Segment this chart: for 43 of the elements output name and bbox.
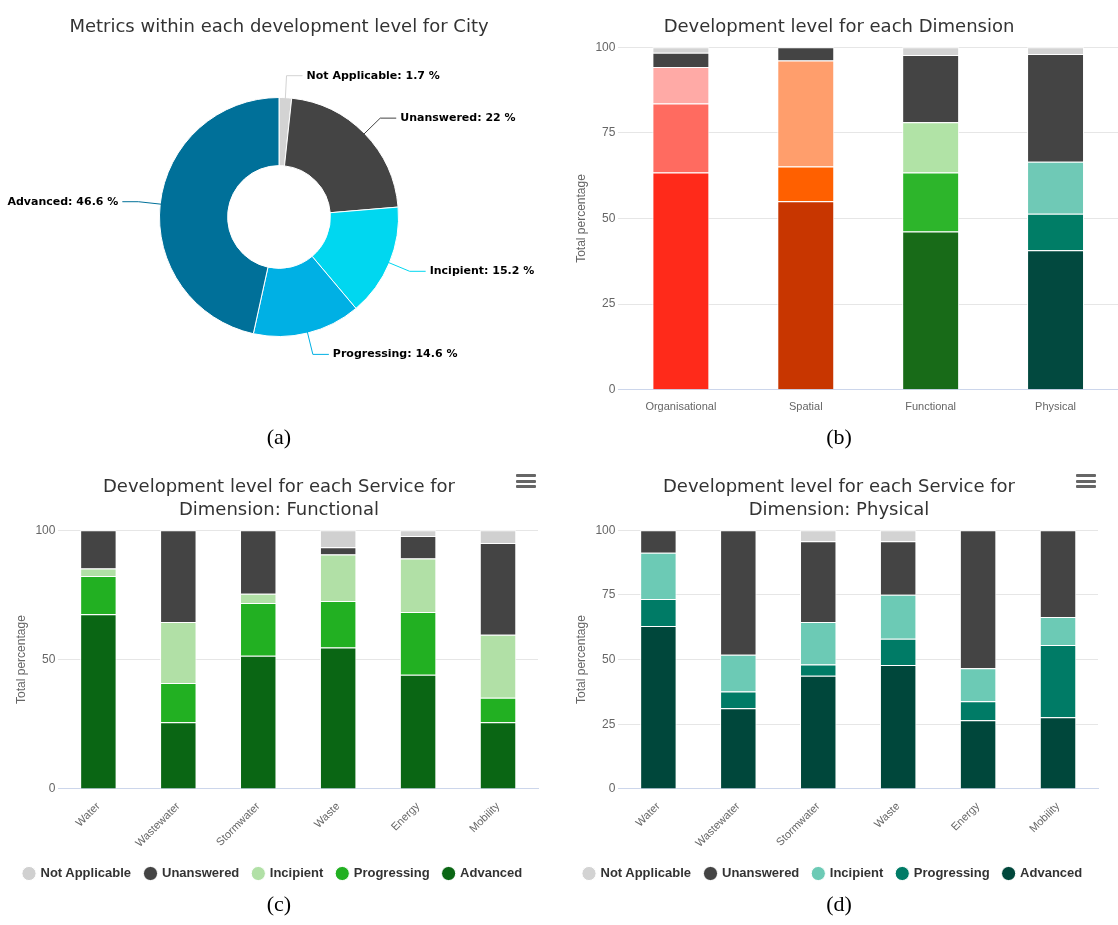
y-tick-label: 100 [595,39,616,54]
x-tick-label: Organisational [645,400,717,413]
legend-label: Progressing [353,865,430,881]
y-tick-label: 25 [602,716,616,731]
slice-label: Progressing: 14.6 % [332,347,458,361]
slice-label: Not Applicable: 1.7 % [306,68,440,82]
chart-title: Development level for each Service for Dimension: Functional [102,474,456,520]
y-tick-label: 100 [35,522,56,537]
slice-label: Advanced: 46.6 % [7,194,119,208]
legend-label: Incipient [829,865,884,881]
legend-label: Progressing [913,865,990,881]
legend-label: Advanced [460,865,523,881]
slice-label: Incipient: 15.2 % [429,264,535,278]
legend-label: Incipient [269,865,324,881]
x-tick-label: Spatial [788,400,823,413]
chart-title: Metrics within each development level for City [69,14,489,37]
y-tick-label: 50 [602,651,616,666]
y-tick-label: 25 [602,296,616,311]
legend-label: Unanswered [162,865,240,881]
legend-label: Advanced [1020,865,1083,881]
slice-label: Unanswered: 22 % [400,110,516,124]
text: (d) [825,891,853,917]
chart-title: Development level for each Dimension [662,14,1016,37]
y-tick-label: 50 [42,651,56,666]
legend-label: Not Applicable [600,865,692,881]
y-tick-label: 75 [602,125,616,140]
chart-title: Development level for each Service for Dimension: Physical [662,474,1016,520]
y-axis-title: Total percentage [13,614,28,704]
y-tick-label: 0 [608,382,616,397]
y-axis-title: Total percentage [573,614,588,704]
legend-label: Not Applicable [40,865,132,881]
legend-label: Unanswered [722,865,800,881]
y-axis-title: Total percentage [573,173,588,263]
x-tick-label: Functional [905,400,957,413]
y-tick-label: 100 [595,522,616,537]
y-tick-label: 0 [608,781,616,796]
y-tick-label: 75 [602,587,616,602]
text: (a) [265,424,293,450]
x-tick-label: Physical [1035,400,1077,413]
y-tick-label: 50 [602,210,616,225]
text: (c) [265,891,293,917]
text: (b) [825,424,853,450]
y-tick-label: 0 [48,781,56,796]
